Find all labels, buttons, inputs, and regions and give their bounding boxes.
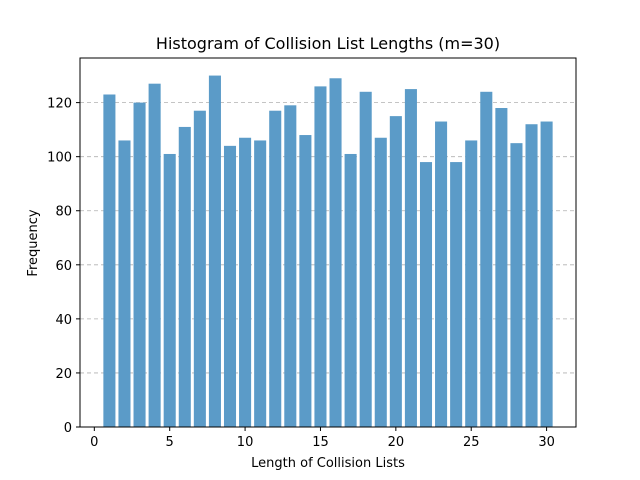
- bar: [178, 126, 191, 427]
- bar: [163, 153, 176, 427]
- y-tick-label: 60: [55, 259, 72, 274]
- bar: [239, 137, 252, 427]
- bar: [540, 121, 553, 428]
- x-axis-label: Length of Collision Lists: [251, 456, 405, 471]
- bar: [495, 108, 508, 427]
- y-axis-ticks: 0 20 40 60 80 100 120: [47, 97, 80, 436]
- bar: [480, 91, 493, 428]
- bar: [329, 78, 342, 428]
- y-tick-label: 40: [55, 313, 72, 328]
- bar: [435, 121, 448, 428]
- y-tick-label: 120: [47, 97, 72, 112]
- x-tick-label: 30: [538, 435, 555, 450]
- bar: [389, 116, 402, 427]
- bar: [525, 124, 538, 427]
- y-tick-label: 100: [47, 151, 72, 166]
- bar: [314, 86, 327, 427]
- y-tick-label: 0: [64, 421, 72, 436]
- bar: [419, 162, 433, 428]
- x-tick-label: 20: [388, 435, 405, 450]
- y-tick-label: 20: [55, 367, 72, 382]
- x-tick-label: 15: [312, 435, 329, 450]
- bar: [404, 89, 417, 427]
- bar: [133, 102, 146, 427]
- bar: [223, 145, 237, 427]
- bar: [359, 91, 372, 428]
- bar: [450, 162, 463, 428]
- bar: [254, 140, 267, 427]
- bar: [374, 137, 387, 427]
- bar: [148, 83, 161, 427]
- y-gridlines: [80, 102, 576, 428]
- x-tick-label: 5: [166, 435, 174, 450]
- bars: [103, 75, 553, 428]
- bar: [465, 140, 478, 427]
- bar: [103, 94, 116, 427]
- bar: [208, 75, 221, 428]
- bar: [299, 135, 312, 428]
- chart-title: Histogram of Collision List Lengths (m=3…: [156, 34, 500, 53]
- x-tick-label: 25: [463, 435, 480, 450]
- x-tick-label: 10: [237, 435, 254, 450]
- plot-frame: [79, 57, 577, 428]
- bar: [510, 143, 523, 427]
- x-tick-label: 0: [90, 435, 98, 450]
- y-axis-label: Frequency: [26, 209, 41, 276]
- bar: [344, 153, 357, 427]
- bar: [269, 110, 282, 427]
- bar: [118, 140, 131, 427]
- y-tick-label: 80: [55, 205, 72, 220]
- x-axis-ticks: 0 5 10 15 20 25 30: [90, 427, 555, 450]
- bar: [193, 110, 206, 427]
- bar: [284, 105, 297, 428]
